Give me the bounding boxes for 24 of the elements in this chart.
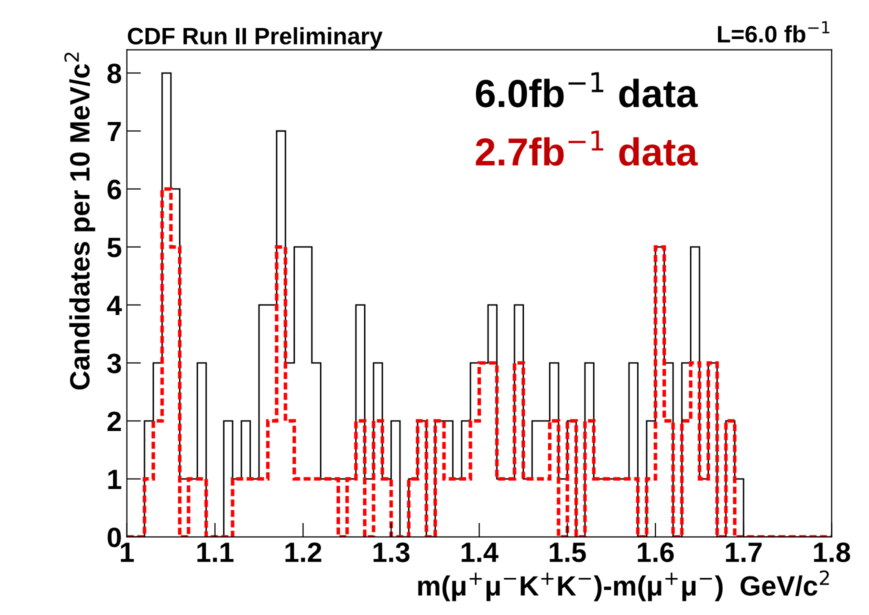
y-tick-label: 5 (107, 238, 122, 258)
x-tick-label: 1.6 (638, 542, 674, 562)
x-tick-label: 1.8 (814, 542, 850, 562)
x-tick-label: 1.3 (374, 542, 410, 562)
y-tick-label: 4 (106, 296, 122, 316)
x-tick-label: 1.1 (197, 542, 234, 562)
y-tick-label: 2 (108, 412, 121, 431)
y-tick-label: 1 (108, 470, 122, 489)
text: 6.0fb$^{−1}$ data (476, 72, 698, 108)
y-axis-title: Candidates per 10 MeV/c$^{2}$ (64, 52, 96, 390)
y-tick-label: 7 (108, 122, 121, 142)
text: L=6.0 fb$^{−1}$ (718, 21, 830, 43)
text: 2.7fb$^{−1}$ data (476, 130, 698, 166)
y-tick-label: 6 (108, 180, 122, 200)
y-tick-label: 3 (107, 354, 122, 374)
y-tick-label: 0 (108, 528, 121, 548)
x-tick-label: 1 (120, 542, 134, 562)
x-tick-label: 1.5 (550, 542, 586, 562)
text: m(μ$^{+}$μ$^{−}$K$^{+}$K$^{−}$)-m(μ$^{+}$μ$^{−}$) GeV/c$^{2}$ (418, 570, 829, 602)
x-tick-label: 1.7 (726, 542, 762, 562)
x-tick-label: 1.2 (286, 542, 322, 562)
chart-title: CDF Run II Preliminary (128, 27, 383, 50)
y-tick-label: 8 (107, 64, 122, 84)
x-tick-label: 1.4 (462, 542, 498, 562)
